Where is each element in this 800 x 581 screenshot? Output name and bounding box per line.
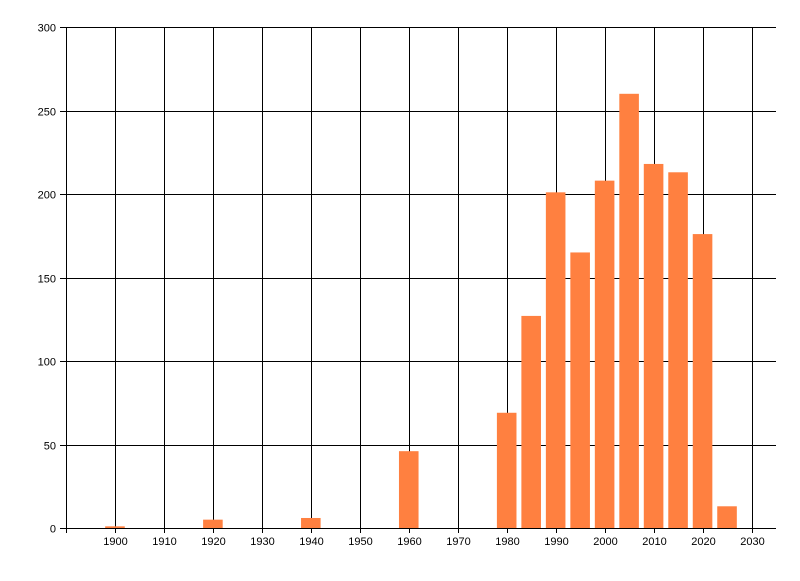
x-tick-label: 1950 bbox=[348, 536, 372, 548]
bar-2005 bbox=[619, 93, 639, 529]
bar-1900 bbox=[105, 526, 125, 528]
x-tick-label: 1900 bbox=[103, 536, 127, 548]
bars bbox=[105, 93, 737, 529]
axes: 0 50 100 150 200 250 300 1900 1910 1920 1930 1940 19… bbox=[38, 23, 765, 549]
bar-1980 bbox=[496, 412, 517, 528]
x-tick-label: 1940 bbox=[299, 536, 323, 548]
bar-2000 bbox=[594, 180, 615, 528]
bar-2025 bbox=[717, 506, 737, 528]
bar-1920 bbox=[203, 519, 223, 528]
y-tick-label: 150 bbox=[38, 274, 56, 286]
x-tick-label: 1930 bbox=[250, 536, 274, 548]
bar-2015 bbox=[668, 172, 688, 529]
x-tick-label: 1980 bbox=[495, 536, 519, 548]
y-tick-label: 300 bbox=[38, 23, 56, 35]
bar-1985 bbox=[521, 315, 541, 528]
y-tick-label: 50 bbox=[44, 441, 56, 453]
x-tick-label: 1960 bbox=[397, 536, 421, 548]
bar-1990 bbox=[545, 192, 566, 528]
x-tick-label: 2030 bbox=[740, 536, 764, 548]
x-tick-label: 2020 bbox=[691, 536, 715, 548]
bar-2020 bbox=[692, 234, 713, 528]
x-tick-label: 1970 bbox=[446, 536, 470, 548]
y-tick-label: 100 bbox=[38, 357, 56, 369]
y-tick-label: 0 bbox=[50, 524, 56, 536]
y-tick-label: 250 bbox=[38, 107, 56, 119]
y-tick-label: 200 bbox=[38, 190, 56, 202]
x-tick-label: 1990 bbox=[544, 536, 568, 548]
bar-1995 bbox=[570, 252, 590, 528]
x-tick-label: 1920 bbox=[201, 536, 225, 548]
bar-1960 bbox=[398, 451, 419, 528]
x-tick-label: 2000 bbox=[593, 536, 617, 548]
bar-1940 bbox=[301, 517, 321, 528]
x-tick-label: 2010 bbox=[642, 536, 666, 548]
bar-2010 bbox=[643, 163, 664, 528]
x-tick-label: 1910 bbox=[152, 536, 176, 548]
